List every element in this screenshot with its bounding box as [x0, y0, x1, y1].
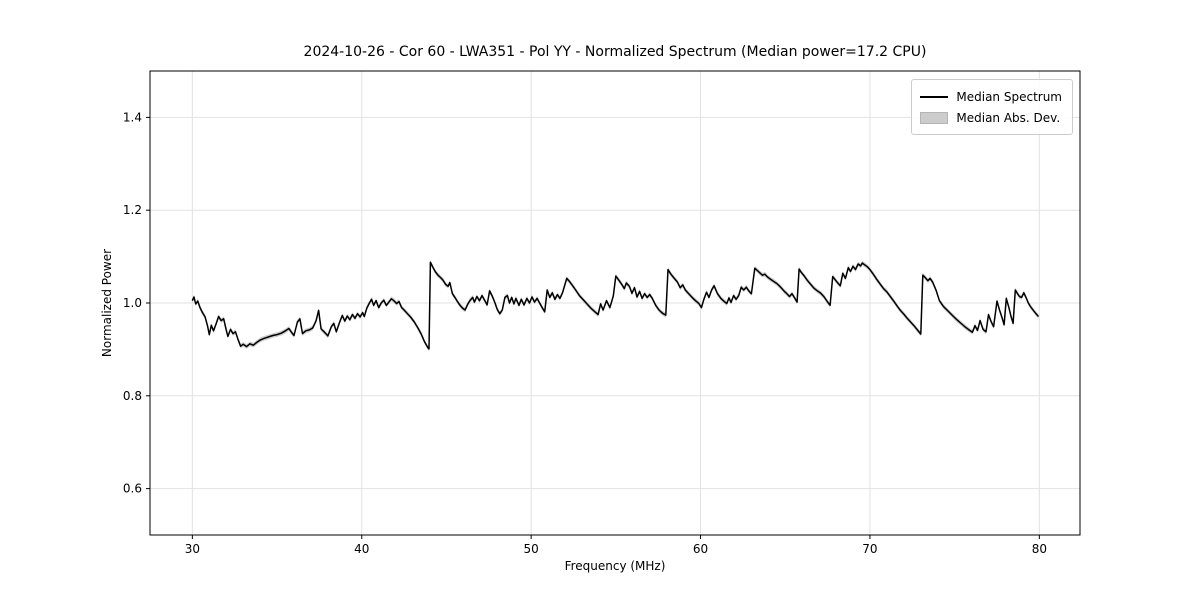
x-tick-label: 40 [354, 542, 369, 556]
legend-patch-swatch-icon [920, 111, 949, 124]
figure-title: 2024-10-26 - Cor 60 - LWA351 - Pol YY - … [303, 44, 927, 60]
legend-item-label: Median Abs. Dev. [956, 110, 1061, 125]
legend-item-label: Median Spectrum [956, 89, 1062, 104]
y-tick-label: 0.6 [123, 482, 142, 496]
legend: Median Spectrum Median Abs. Dev. [911, 79, 1073, 135]
legend-item-median-abs-dev: Median Abs. Dev. [920, 107, 1062, 128]
y-tick-label: 1.0 [123, 296, 142, 310]
median-spectrum-line [191, 261, 1040, 350]
x-axis-label: Frequency (MHz) [564, 559, 666, 573]
y-axis-label: Normalized Power [100, 248, 114, 358]
legend-line-swatch-icon [920, 95, 949, 98]
y-tick-label: 1.4 [123, 110, 142, 124]
x-tick-label: 50 [524, 542, 539, 556]
x-tick-label: 70 [862, 542, 877, 556]
y-tick-label: 1.2 [123, 203, 142, 217]
y-tick-label: 0.8 [123, 389, 142, 403]
x-tick-label: 30 [185, 542, 200, 556]
legend-item-median-spectrum: Median Spectrum [920, 86, 1062, 107]
x-tick-label: 60 [693, 542, 708, 556]
mad-band [192, 259, 1039, 352]
x-tick-label: 80 [1032, 542, 1047, 556]
